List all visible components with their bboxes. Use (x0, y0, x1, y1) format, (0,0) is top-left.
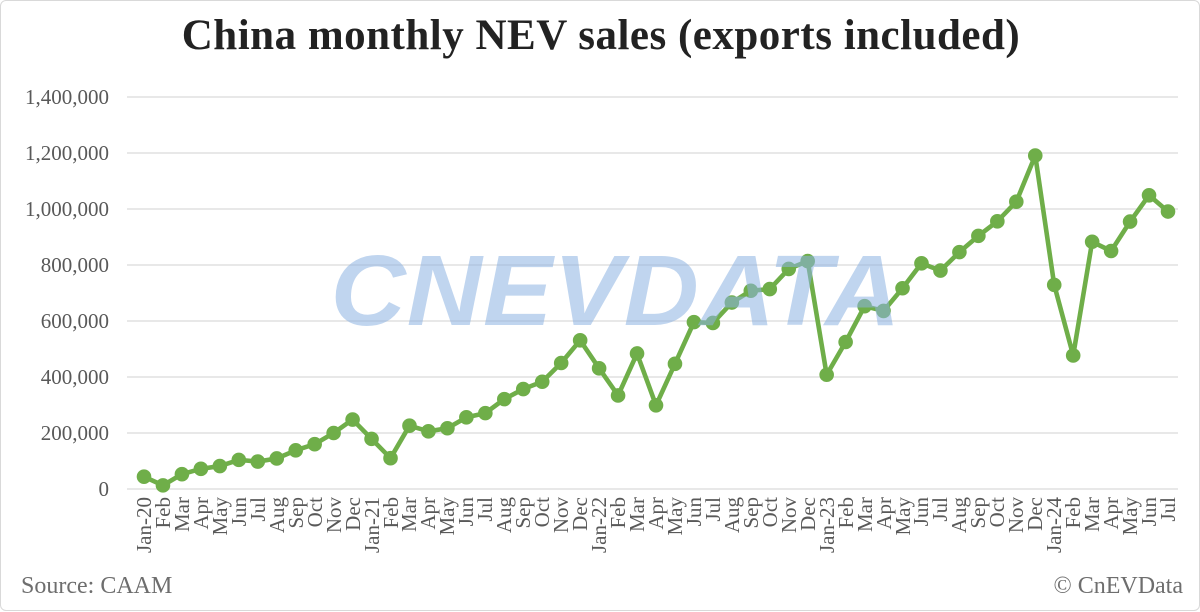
data-point (914, 256, 929, 271)
y-tick-label: 0 (98, 477, 110, 501)
data-point (857, 298, 872, 314)
data-point (1084, 234, 1100, 250)
data-point (364, 431, 379, 447)
data-point (269, 451, 285, 466)
data-point (610, 388, 626, 403)
data-point (1065, 348, 1081, 363)
data-point (648, 397, 664, 413)
data-point (838, 334, 853, 350)
data-point (724, 295, 740, 310)
source-caption: Source: CAAM (21, 573, 173, 599)
data-point (1008, 194, 1024, 210)
x-tick-label: Jul (1156, 497, 1180, 522)
data-point (800, 253, 816, 269)
data-point (515, 381, 531, 397)
data-point (1103, 243, 1119, 259)
data-point (1122, 214, 1138, 229)
data-point (895, 280, 910, 296)
data-point (440, 420, 455, 436)
y-tick-label: 1,000,000 (25, 197, 109, 221)
data-point (136, 469, 152, 484)
data-point (743, 283, 759, 299)
chart-title: China monthly NEV sales (exports include… (181, 12, 1021, 59)
data-point (1160, 204, 1176, 219)
data-point (459, 410, 474, 425)
y-tick-label: 800,000 (40, 253, 109, 277)
data-point (762, 281, 778, 297)
data-point (421, 424, 436, 439)
y-tick-label: 1,400,000 (25, 85, 109, 109)
data-point (307, 436, 322, 452)
data-point (629, 346, 645, 361)
data-point (534, 374, 550, 390)
data-point (933, 263, 948, 278)
data-point (155, 478, 171, 493)
data-point (345, 412, 360, 427)
copyright-caption: © CnEVData (1053, 573, 1183, 599)
data-point (383, 450, 398, 466)
data-point (553, 355, 569, 371)
data-point (819, 367, 834, 383)
data-point (174, 466, 190, 482)
data-point (971, 228, 986, 244)
data-point (326, 425, 341, 441)
data-point (1027, 148, 1043, 163)
data-point (250, 454, 266, 469)
data-point (876, 303, 891, 319)
data-point (402, 418, 417, 434)
data-point (212, 458, 228, 474)
data-point (952, 244, 967, 260)
data-point (231, 452, 247, 468)
data-point (496, 391, 512, 407)
data-point (781, 261, 797, 277)
data-point (193, 461, 209, 477)
data-point (667, 356, 683, 372)
data-point (990, 214, 1005, 229)
data-point (572, 333, 588, 348)
data-point (288, 443, 304, 458)
data-point (1141, 187, 1157, 203)
y-tick-label: 200,000 (40, 421, 109, 445)
data-point (1046, 277, 1062, 293)
y-tick-label: 1,200,000 (25, 141, 109, 165)
data-point (478, 405, 493, 421)
y-tick-label: 400,000 (40, 365, 109, 389)
data-point (705, 315, 721, 331)
data-point (591, 361, 607, 376)
y-tick-label: 600,000 (40, 309, 109, 333)
data-point (686, 314, 702, 330)
